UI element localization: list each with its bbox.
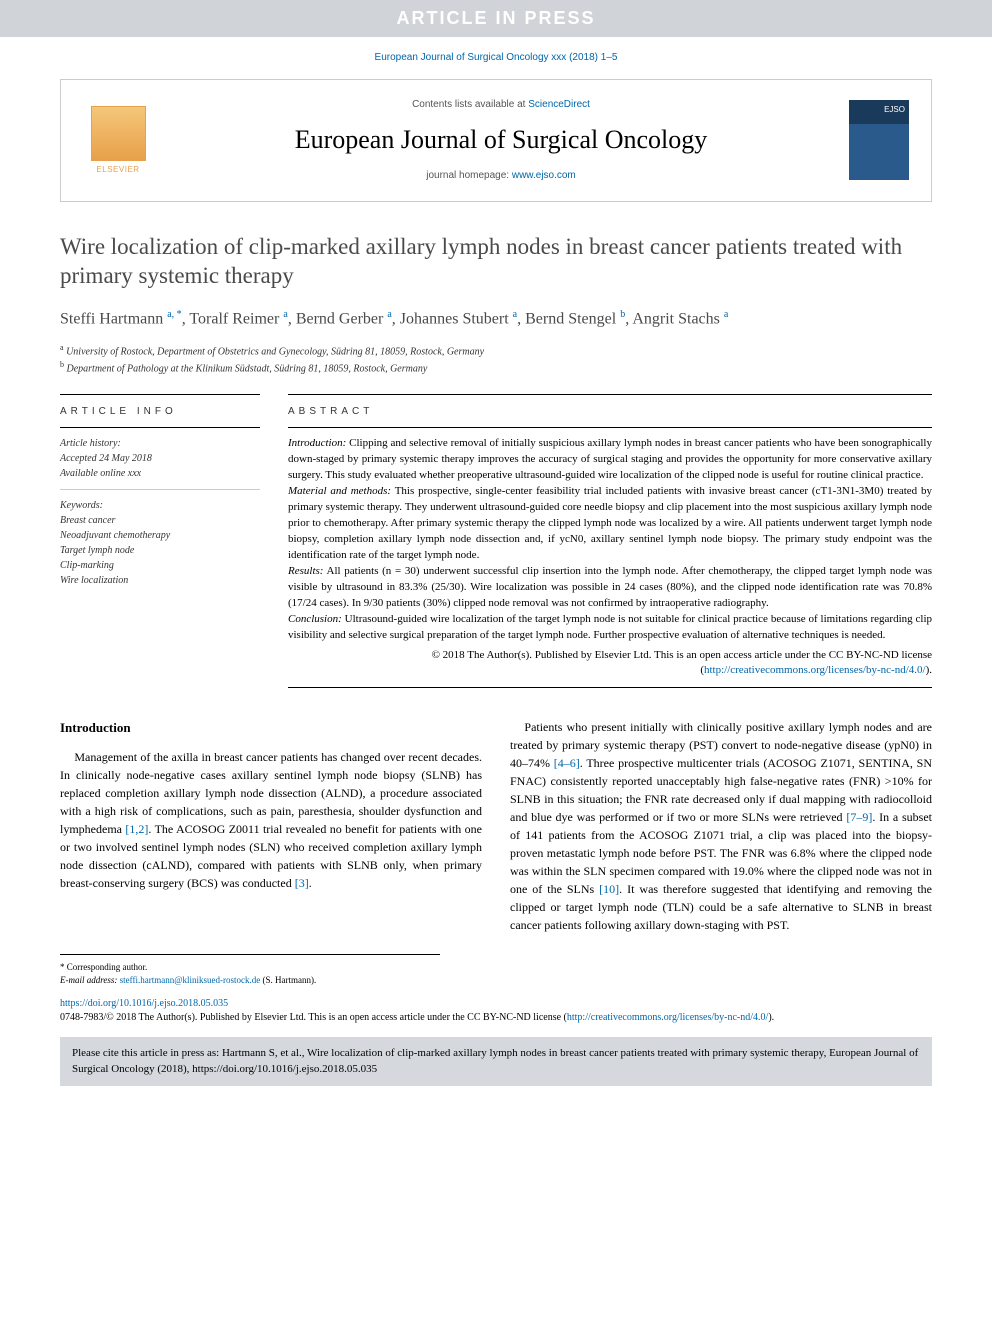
abstract-label: ABSTRACT — [288, 395, 932, 427]
header-center: Contents lists available at ScienceDirec… — [153, 98, 849, 182]
doi-block: https://doi.org/10.1016/j.ejso.2018.05.0… — [60, 997, 932, 1025]
body-column-left: Introduction Management of the axilla in… — [60, 718, 482, 934]
journal-cover-thumbnail[interactable] — [849, 100, 909, 180]
license-link[interactable]: http://creativecommons.org/licenses/by-n… — [704, 664, 926, 676]
contents-prefix: Contents lists available at — [412, 99, 528, 110]
contents-line: Contents lists available at ScienceDirec… — [153, 98, 849, 112]
abstract-methods: Material and methods: This prospective, … — [288, 484, 932, 564]
ref-link[interactable]: [10] — [599, 882, 619, 896]
abstract-column: ABSTRACT Introduction: Clipping and sele… — [288, 394, 932, 688]
elsevier-logo[interactable]: ELSEVIER — [83, 100, 153, 180]
article-header: Wire localization of clip-marked axillar… — [60, 232, 932, 689]
sciencedirect-link[interactable]: ScienceDirect — [528, 99, 590, 110]
keywords-label: Keywords: — [60, 498, 260, 513]
body-paragraph-2: Patients who present initially with clin… — [510, 718, 932, 934]
abstract-introduction: Introduction: Clipping and selective rem… — [288, 436, 932, 484]
elsevier-label: ELSEVIER — [96, 164, 139, 175]
abstract-copyright: © 2018 The Author(s). Published by Elsev… — [288, 648, 932, 680]
corresponding-label: * Corresponding author. — [60, 961, 440, 974]
ref-link[interactable]: [4–6] — [554, 756, 580, 770]
article-in-press-banner: ARTICLE IN PRESS — [0, 0, 992, 37]
please-cite-box: Please cite this article in press as: Ha… — [60, 1037, 932, 1086]
keywords-block: Keywords: Breast cancer Neoadjuvant chem… — [60, 490, 260, 596]
homepage-line: journal homepage: www.ejso.com — [153, 169, 849, 183]
article-title: Wire localization of clip-marked axillar… — [60, 232, 932, 292]
homepage-prefix: journal homepage: — [426, 170, 512, 181]
keyword: Clip-marking — [60, 558, 260, 573]
affiliation-a: a University of Rostock, Department of O… — [60, 342, 932, 359]
homepage-link[interactable]: www.ejso.com — [512, 170, 576, 181]
abstract-results: Results: All patients (n = 30) underwent… — [288, 564, 932, 612]
license-link-2[interactable]: http://creativecommons.org/licenses/by-n… — [567, 1012, 768, 1023]
email-link[interactable]: steffi.hartmann@kliniksued-rostock.de — [120, 975, 261, 985]
body-columns: Introduction Management of the axilla in… — [60, 718, 932, 934]
email-attribution: (S. Hartmann). — [260, 975, 316, 985]
affiliations: a University of Rostock, Department of O… — [60, 342, 932, 377]
authors-list: Steffi Hartmann a, *, Toralf Reimer a, B… — [60, 307, 932, 331]
body-paragraph-1: Management of the axilla in breast cance… — [60, 748, 482, 892]
info-abstract-row: ARTICLE INFO Article history: Accepted 2… — [60, 394, 932, 688]
keyword: Neoadjuvant chemotherapy — [60, 528, 260, 543]
keyword: Target lymph node — [60, 543, 260, 558]
issn-copyright-line: 0748-7983/© 2018 The Author(s). Publishe… — [60, 1011, 932, 1025]
elsevier-tree-icon — [91, 106, 146, 161]
journal-header-box: ELSEVIER Contents lists available at Sci… — [60, 79, 932, 201]
journal-name: European Journal of Surgical Oncology — [153, 122, 849, 158]
top-citation: European Journal of Surgical Oncology xx… — [0, 51, 992, 65]
body-column-right: Patients who present initially with clin… — [510, 718, 932, 934]
article-history: Article history: Accepted 24 May 2018 Av… — [60, 428, 260, 489]
corresponding-author-footnote: * Corresponding author. E-mail address: … — [60, 954, 440, 986]
introduction-heading: Introduction — [60, 718, 482, 738]
doi-link[interactable]: https://doi.org/10.1016/j.ejso.2018.05.0… — [60, 998, 228, 1009]
abstract-text: Introduction: Clipping and selective rem… — [288, 428, 932, 687]
article-info-column: ARTICLE INFO Article history: Accepted 2… — [60, 394, 260, 688]
history-label: Article history: — [60, 436, 260, 451]
ref-link[interactable]: [7–9] — [846, 810, 872, 824]
abstract-conclusion: Conclusion: Ultrasound-guided wire local… — [288, 612, 932, 644]
available-date: Available online xxx — [60, 466, 260, 481]
ref-link[interactable]: [1,2] — [125, 822, 148, 836]
article-info-label: ARTICLE INFO — [60, 395, 260, 427]
email-label: E-mail address: — [60, 975, 117, 985]
ref-link[interactable]: [3] — [295, 876, 309, 890]
keyword: Breast cancer — [60, 513, 260, 528]
email-line: E-mail address: steffi.hartmann@kliniksu… — [60, 974, 440, 987]
affiliation-b: b Department of Pathology at the Kliniku… — [60, 359, 932, 376]
keyword: Wire localization — [60, 573, 260, 588]
accepted-date: Accepted 24 May 2018 — [60, 451, 260, 466]
